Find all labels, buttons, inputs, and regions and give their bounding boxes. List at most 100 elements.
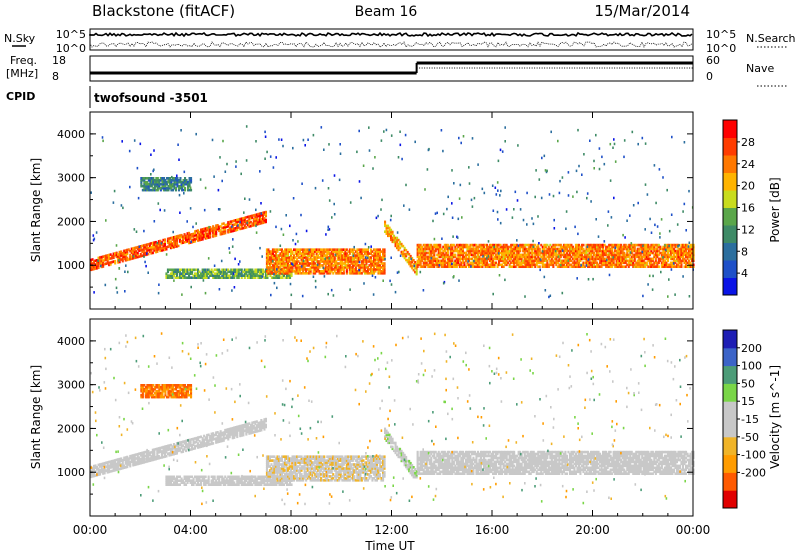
heatmap-cell xyxy=(248,428,251,431)
heatmap-cell xyxy=(588,257,591,261)
heatmap-cell xyxy=(294,270,297,273)
heatmap-cell xyxy=(686,265,689,268)
heatmap-cell xyxy=(662,257,665,261)
heatmap-cell xyxy=(142,457,145,460)
heatmap-cell xyxy=(565,259,568,263)
heatmap-cell xyxy=(166,237,169,241)
heatmap-cell xyxy=(160,446,163,449)
heatmap-cell xyxy=(147,186,150,190)
sparse-echo xyxy=(159,208,161,212)
heatmap-cell xyxy=(451,253,454,257)
heatmap-cell xyxy=(111,459,114,463)
heatmap-cell xyxy=(255,213,258,216)
heatmap-cell xyxy=(309,262,312,265)
heatmap-cell xyxy=(675,257,678,261)
heatmap-cell xyxy=(543,265,546,268)
heatmap-cell xyxy=(508,265,511,268)
heatmap-cell xyxy=(683,251,686,255)
heatmap-cell xyxy=(639,251,642,255)
heatmap-cell xyxy=(425,247,428,251)
heatmap-cell xyxy=(683,249,686,253)
heatmap-cell xyxy=(683,247,686,251)
heatmap-cell xyxy=(525,263,528,267)
heatmap-cell xyxy=(516,243,519,247)
heatmap-cell xyxy=(421,259,424,263)
heatmap-cell xyxy=(365,266,368,269)
heatmap-cell xyxy=(311,264,314,267)
heatmap-cell xyxy=(285,264,288,267)
sparse-echo xyxy=(532,239,534,243)
heatmap-cell xyxy=(356,258,359,261)
heatmap-cell xyxy=(588,255,591,259)
sparse-echo xyxy=(460,141,462,145)
sparse-echo xyxy=(644,183,647,186)
heatmap-cell xyxy=(105,256,108,260)
heatmap-cell xyxy=(218,229,221,233)
heatmap-cell xyxy=(318,264,321,267)
heatmap-cell xyxy=(154,244,157,248)
heatmap-cell xyxy=(549,255,552,259)
heatmap-cell xyxy=(306,258,309,261)
heatmap-cell xyxy=(354,264,357,267)
heatmap-cell xyxy=(644,251,647,255)
heatmap-cell xyxy=(285,272,288,275)
heatmap-cell xyxy=(311,252,314,255)
sparse-echo xyxy=(622,233,624,237)
heatmap-cell xyxy=(547,265,550,268)
heatmap-cell xyxy=(520,263,523,267)
heatmap-cell xyxy=(508,245,511,249)
sparse-echo xyxy=(644,142,647,145)
heatmap-cell xyxy=(402,250,405,254)
sparse-echo xyxy=(224,170,227,173)
heatmap-cell xyxy=(243,276,246,279)
heatmap-cell xyxy=(130,247,133,251)
heatmap-cell xyxy=(642,265,645,268)
heatmap-cell xyxy=(574,263,577,267)
heatmap-cell xyxy=(213,268,216,272)
heatmap-cell xyxy=(270,270,273,273)
heatmap-cell xyxy=(169,447,172,451)
heatmap-cell xyxy=(162,455,165,459)
heatmap-cell xyxy=(493,243,496,247)
heatmap-cell xyxy=(479,249,482,253)
heatmap-cell xyxy=(520,261,523,265)
heatmap-cell xyxy=(443,243,446,247)
heatmap-cell xyxy=(192,268,195,272)
heatmap-cell xyxy=(236,276,239,279)
heatmap-cell xyxy=(123,257,126,261)
heatmap-cell xyxy=(436,261,439,265)
heatmap-cell xyxy=(215,441,218,444)
heatmap-cell xyxy=(486,243,489,247)
heatmap-cell xyxy=(280,264,283,267)
heatmap-cell xyxy=(686,251,689,255)
sparse-echo xyxy=(180,183,182,187)
sparse-echo xyxy=(195,222,197,225)
heatmap-cell xyxy=(185,276,188,279)
heatmap-cell xyxy=(198,236,201,240)
heatmap-cell xyxy=(565,249,568,253)
heatmap-cell xyxy=(388,230,391,234)
heatmap-cell xyxy=(142,246,145,249)
heatmap-cell xyxy=(428,247,431,251)
heatmap-cell xyxy=(570,265,573,268)
heatmap-cell xyxy=(396,242,399,246)
heatmap-cell xyxy=(685,249,688,253)
heatmap-cell xyxy=(174,186,177,190)
sparse-echo xyxy=(659,232,661,235)
heatmap-cell xyxy=(675,249,678,253)
heatmap-cell xyxy=(249,423,252,427)
heatmap-cell xyxy=(139,247,142,250)
heatmap-cell xyxy=(609,263,612,267)
heatmap-cell xyxy=(273,268,276,271)
heatmap-cell xyxy=(461,257,464,261)
heatmap-cell xyxy=(261,272,264,275)
heatmap-cell xyxy=(451,265,454,268)
heatmap-cell xyxy=(127,459,130,462)
heatmap-cell xyxy=(565,255,568,259)
heatmap-cell xyxy=(124,257,127,260)
sparse-echo xyxy=(189,207,192,210)
heatmap-cell xyxy=(537,253,540,257)
heatmap-cell xyxy=(151,247,154,251)
sparse-echo xyxy=(565,210,568,213)
